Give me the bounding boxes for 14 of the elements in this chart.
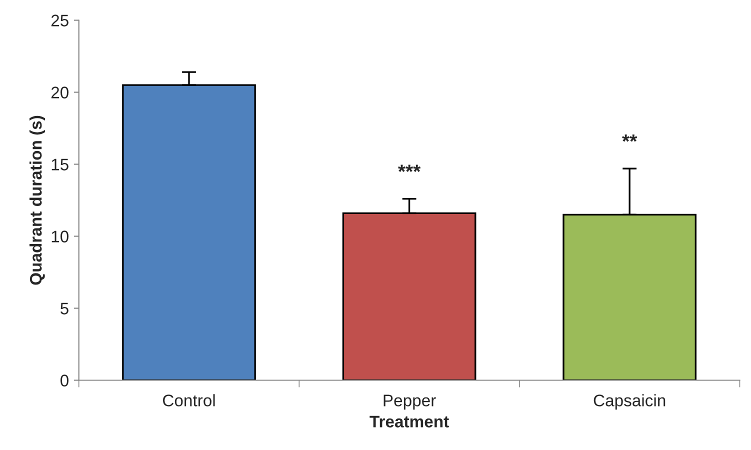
x-tick-label: Pepper bbox=[384, 394, 436, 410]
bar bbox=[122, 84, 256, 380]
y-axis-title: Quadrant duration (s) bbox=[30, 116, 46, 285]
y-tick-label: 10 bbox=[52, 230, 68, 242]
y-tick-label: 0 bbox=[60, 374, 68, 386]
annotation: *** bbox=[398, 164, 421, 172]
y-tick-label: 5 bbox=[60, 302, 68, 314]
y-tick-label: 20 bbox=[51, 86, 68, 98]
annotation: ** bbox=[622, 134, 638, 142]
x-tick-label: Capsaicin bbox=[594, 394, 666, 410]
x-axis-title: Treatment bbox=[370, 416, 449, 428]
x-tick-label: Control bbox=[162, 394, 215, 406]
y-tick-label: 15 bbox=[52, 158, 68, 170]
y-tick-label: 25 bbox=[51, 14, 68, 26]
